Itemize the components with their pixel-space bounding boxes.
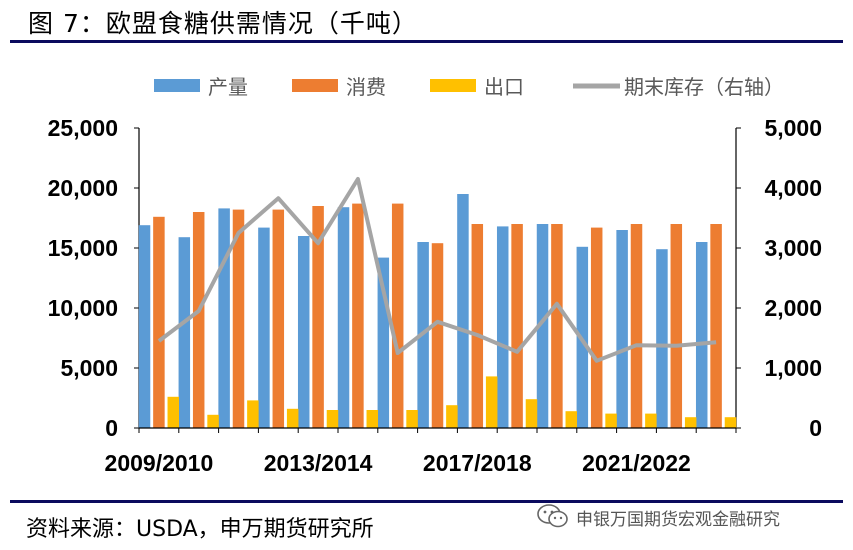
- bar-产量: [138, 225, 151, 428]
- bar-出口: [446, 405, 458, 428]
- bar-消费: [431, 243, 444, 428]
- x-tick-label: 2009/2010: [105, 450, 214, 476]
- bar-产量: [337, 207, 350, 428]
- bar-消费: [232, 209, 245, 428]
- watermark-text: 申银万国期货宏观金融研究: [576, 510, 780, 530]
- chart: 产量 消费 出口 期末库存（右轴） 0 5,000 10,000 15,000 20,000 2…: [48, 75, 822, 476]
- bar-消费: [590, 227, 603, 428]
- bar-出口: [167, 396, 180, 428]
- bar-出口: [326, 410, 339, 428]
- legend-swatch: [154, 79, 200, 92]
- bar-出口: [485, 376, 498, 428]
- right-tick-label: 3,000: [764, 235, 822, 261]
- left-tick-label: 5,000: [60, 355, 118, 381]
- bar-出口: [366, 410, 379, 428]
- bar-出口: [207, 414, 219, 428]
- chart-legend: 产量 消费 出口 期末库存（右轴）: [154, 75, 784, 99]
- right-tick-label: 0: [809, 415, 822, 441]
- bar-出口: [247, 400, 259, 428]
- legend-label: 产量: [208, 75, 248, 99]
- bar-出口: [286, 408, 299, 428]
- left-tick-label: 10,000: [48, 295, 118, 321]
- right-tick-label: 1,000: [764, 355, 822, 381]
- bar-消费: [710, 224, 722, 428]
- right-tick-label: 4,000: [764, 175, 822, 201]
- bar-产量: [536, 224, 549, 428]
- bar-产量: [496, 226, 509, 428]
- bar-消费: [391, 203, 404, 428]
- bar-消费: [192, 212, 205, 428]
- bar-消费: [471, 224, 484, 428]
- bar-出口: [605, 413, 617, 428]
- bar-产量: [695, 242, 708, 428]
- bar-产量: [297, 236, 310, 428]
- title-bar: 图 7：欧盟食糖供需情况（千吨）: [10, 0, 843, 42]
- x-tick-label: 2013/2014: [264, 450, 373, 476]
- bar-消费: [352, 203, 364, 428]
- legend-swatch: [430, 79, 476, 92]
- bar-产量: [616, 230, 628, 428]
- bar-消费: [312, 206, 324, 428]
- bar-产量: [258, 227, 270, 428]
- left-tick-label: 20,000: [48, 175, 118, 201]
- right-y-axis: 0 1,000 2,000 3,000 4,000 5,000: [735, 115, 822, 441]
- bar-出口: [724, 417, 737, 428]
- top-divider: [10, 40, 843, 43]
- bar-出口: [525, 399, 538, 428]
- bar-出口: [406, 410, 418, 428]
- bar-产量: [377, 257, 390, 428]
- legend-label: 期末库存（右轴）: [624, 75, 784, 99]
- legend-label: 消费: [346, 75, 386, 99]
- x-tick-label: 2021/2022: [582, 450, 691, 476]
- bar-消费: [153, 216, 165, 428]
- bar-出口: [645, 413, 657, 428]
- bar-出口: [565, 411, 578, 428]
- bar-产量: [656, 249, 668, 428]
- left-tick-label: 25,000: [48, 115, 118, 141]
- bar-消费: [511, 224, 523, 428]
- source-note: 资料来源：USDA，申万期货研究所: [26, 517, 374, 542]
- line-series-group: [157, 177, 717, 363]
- right-tick-label: 2,000: [764, 295, 822, 321]
- right-tick-label: 5,000: [764, 115, 822, 141]
- page-title: 图 7：欧盟食糖供需情况（千吨）: [28, 9, 418, 38]
- bar-消费: [551, 224, 563, 428]
- legend-label: 出口: [484, 75, 524, 99]
- left-y-axis: 0 5,000 10,000 15,000 20,000 25,000: [48, 115, 140, 441]
- x-axis: 2009/2010 2013/2014 2017/2018 2021/2022: [105, 427, 737, 476]
- left-tick-label: 0: [105, 415, 118, 441]
- bar-产量: [218, 208, 230, 428]
- bar-产量: [457, 194, 469, 428]
- bar-series-group: [138, 194, 737, 428]
- bar-出口: [684, 417, 697, 428]
- watermark: 申银万国期货宏观金融研究: [536, 499, 836, 530]
- wechat-icon: [537, 504, 568, 528]
- bar-消费: [670, 224, 683, 428]
- x-tick-label: 2017/2018: [423, 450, 532, 476]
- bar-产量: [178, 237, 191, 428]
- bar-消费: [272, 209, 285, 428]
- left-tick-label: 15,000: [48, 235, 118, 261]
- bar-消费: [630, 224, 643, 428]
- bottom-divider: [10, 500, 843, 503]
- legend-swatch: [292, 79, 338, 92]
